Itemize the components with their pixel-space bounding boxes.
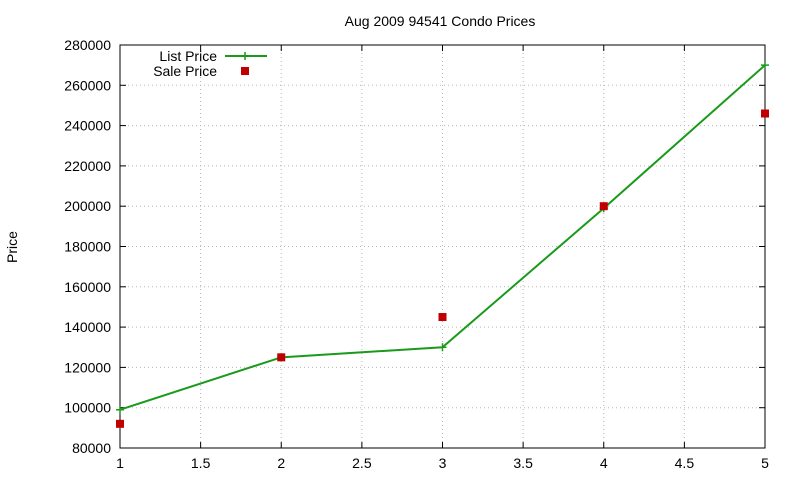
x-tick-label: 5: [761, 455, 769, 471]
y-tick-label: 180000: [64, 239, 111, 255]
x-tick-label: 2.5: [352, 455, 372, 471]
plot-frame: [119, 44, 766, 449]
series-layer: [116, 61, 769, 428]
x-tick-label: 3.5: [513, 455, 533, 471]
data-point-sale-price: [116, 419, 124, 428]
data-point-sale-price: [277, 353, 286, 362]
x-tick-label: 1: [116, 455, 124, 471]
y-tick-label: 280000: [64, 37, 111, 53]
chart-title: Aug 2009 94541 Condo Prices: [345, 13, 536, 29]
y-tick-label: 240000: [64, 118, 111, 134]
y-tick-label: 120000: [64, 359, 111, 375]
x-tick-labels: 1 1.5 2 2.5 3 3.5 4 4.5 5: [116, 455, 769, 471]
x-tick-label: 4: [600, 455, 608, 471]
y-tick-label: 260000: [64, 77, 111, 93]
legend-label-sale-price: Sale Price: [153, 63, 217, 79]
legend-marker-list-price: [241, 52, 249, 60]
y-tick-label: 160000: [64, 279, 111, 295]
data-point-list-price: [116, 405, 124, 414]
y-tick-label: 220000: [64, 158, 111, 174]
y-axis-label: Price: [4, 231, 20, 263]
y-tick-label: 100000: [64, 400, 111, 416]
y-tick-label: 80000: [72, 440, 111, 456]
x-tick-label: 3: [439, 455, 447, 471]
grid-lines: [120, 45, 765, 448]
data-point-sale-price: [438, 313, 447, 322]
data-point-list-price: [438, 343, 447, 352]
y-tick-label: 200000: [64, 198, 111, 214]
data-point-sale-price: [599, 202, 608, 211]
x-tick-label: 1.5: [191, 455, 211, 471]
data-point-sale-price: [761, 109, 769, 118]
series-sale-price: [116, 109, 769, 428]
legend-label-list-price: List Price: [159, 48, 217, 64]
x-tick-label: 4.5: [675, 455, 695, 471]
y-tick-label: 140000: [64, 319, 111, 335]
y-tick-labels: 80000 100000 120000 140000 160000 180000 20000…: [64, 37, 111, 456]
data-point-list-price: [761, 61, 769, 70]
legend-marker-sale-price: [241, 67, 249, 75]
x-tick-label: 2: [277, 455, 285, 471]
legend: List Price Sale Price: [153, 48, 267, 79]
